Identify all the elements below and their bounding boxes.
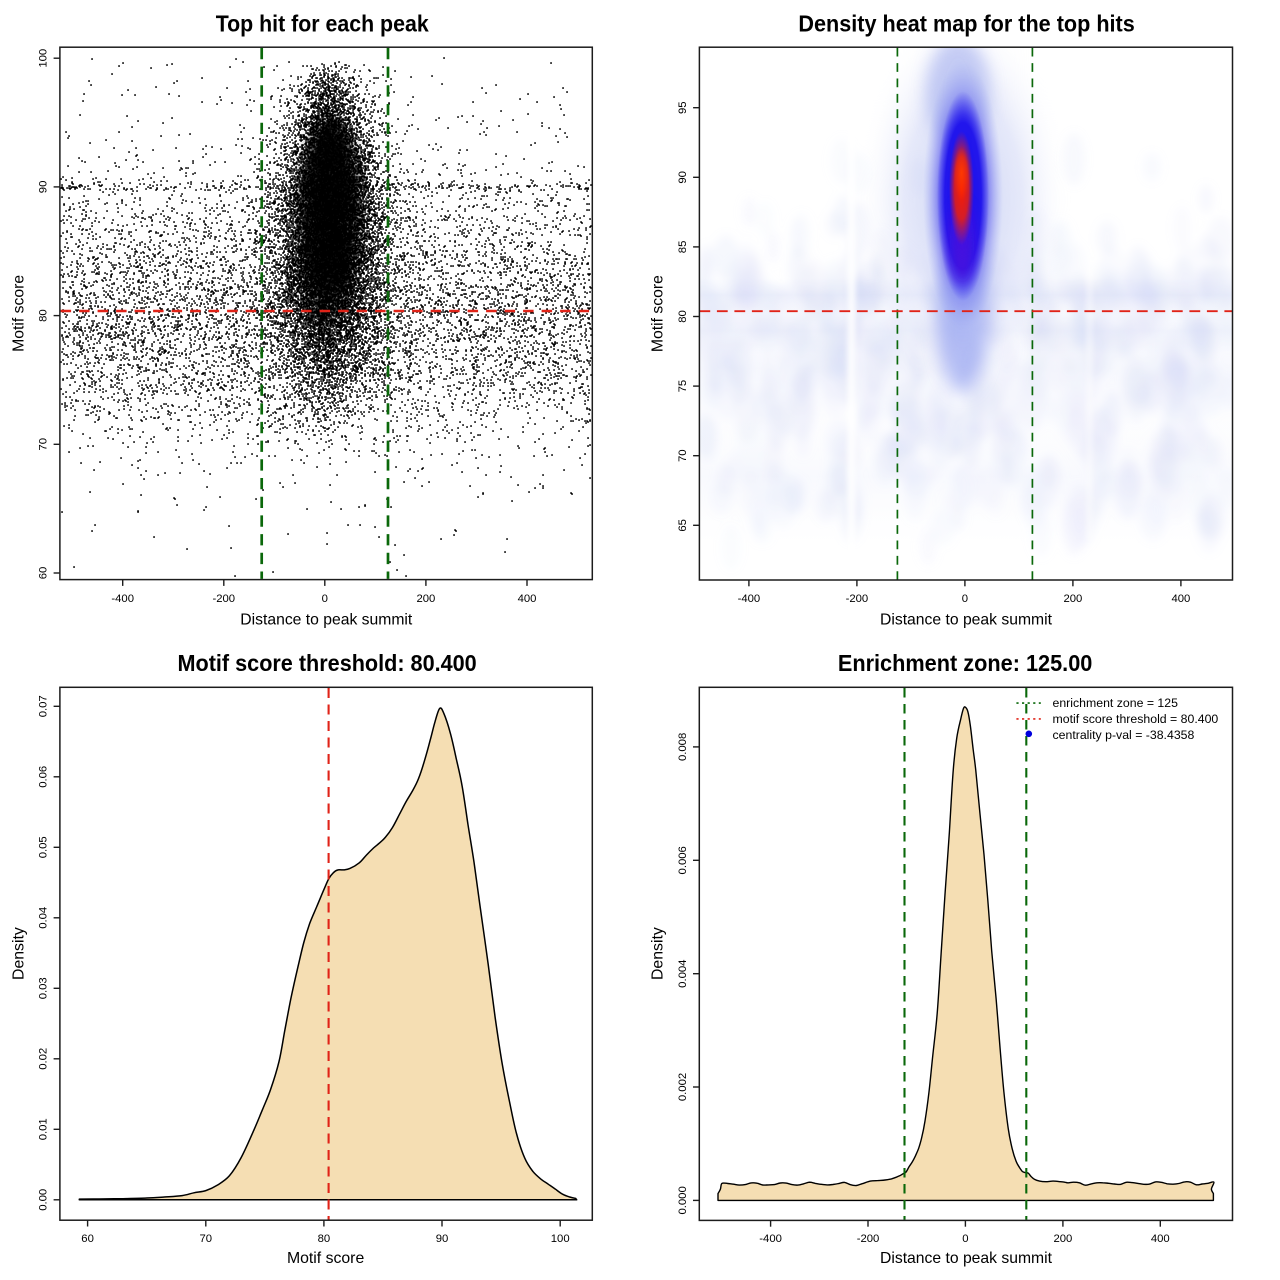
svg-text:70: 70 — [200, 1233, 213, 1245]
svg-text:0.002: 0.002 — [677, 1073, 689, 1101]
svg-text:60: 60 — [81, 1233, 94, 1245]
svg-text:400: 400 — [1151, 1233, 1170, 1245]
svg-text:200: 200 — [416, 593, 435, 605]
svg-text:Motif score: Motif score — [287, 1250, 364, 1267]
svg-text:0.02: 0.02 — [37, 1048, 49, 1070]
svg-text:0.03: 0.03 — [37, 977, 49, 999]
svg-text:-400: -400 — [759, 1233, 782, 1245]
svg-text:80: 80 — [677, 310, 689, 323]
svg-text:100: 100 — [37, 49, 49, 68]
svg-text:400: 400 — [518, 593, 537, 605]
svg-text:Top hit for each peak: Top hit for each peak — [216, 10, 429, 36]
svg-text:0.008: 0.008 — [677, 733, 689, 761]
svg-text:400: 400 — [1171, 593, 1190, 605]
svg-text:60: 60 — [37, 567, 49, 580]
svg-text:100: 100 — [551, 1233, 570, 1245]
svg-text:0.000: 0.000 — [677, 1186, 689, 1214]
svg-text:Motif score: Motif score — [11, 275, 28, 352]
svg-text:0.05: 0.05 — [37, 836, 49, 858]
svg-text:-200: -200 — [846, 593, 869, 605]
svg-text:80: 80 — [37, 309, 49, 322]
svg-text:95: 95 — [677, 101, 689, 114]
svg-text:0.06: 0.06 — [37, 766, 49, 788]
svg-text:75: 75 — [677, 380, 689, 393]
svg-text:80: 80 — [318, 1233, 331, 1245]
svg-text:Enrichment zone: 125.00: Enrichment zone: 125.00 — [838, 650, 1093, 676]
svg-text:-200: -200 — [857, 1233, 880, 1245]
svg-text:0.04: 0.04 — [37, 907, 49, 929]
svg-text:centrality p-val = -38.4358: centrality p-val = -38.4358 — [1053, 728, 1195, 742]
svg-text:0.01: 0.01 — [37, 1118, 49, 1140]
svg-text:70: 70 — [677, 449, 689, 462]
svg-text:0: 0 — [962, 1233, 968, 1245]
svg-text:Distance to peak summit: Distance to peak summit — [880, 1250, 1053, 1267]
svg-text:enrichment zone = 125: enrichment zone = 125 — [1053, 696, 1179, 710]
svg-text:motif score threshold = 80.400: motif score threshold = 80.400 — [1053, 712, 1219, 726]
svg-text:Density: Density — [11, 927, 28, 980]
svg-text:Density heat map for the top h: Density heat map for the top hits — [798, 10, 1134, 36]
svg-text:85: 85 — [677, 241, 689, 254]
svg-text:Motif score: Motif score — [649, 275, 666, 352]
svg-text:Distance to peak summit: Distance to peak summit — [880, 612, 1053, 629]
svg-text:0.004: 0.004 — [677, 960, 689, 988]
svg-text:90: 90 — [436, 1233, 449, 1245]
svg-text:200: 200 — [1053, 1233, 1072, 1245]
svg-text:0: 0 — [322, 593, 328, 605]
svg-text:Motif score threshold: 80.400: Motif score threshold: 80.400 — [178, 650, 477, 676]
svg-text:Distance to peak summit: Distance to peak summit — [240, 612, 413, 629]
svg-text:0: 0 — [962, 593, 968, 605]
svg-text:90: 90 — [677, 171, 689, 184]
svg-text:0.006: 0.006 — [677, 846, 689, 874]
svg-text:-200: -200 — [212, 593, 235, 605]
svg-text:70: 70 — [37, 438, 49, 451]
svg-text:200: 200 — [1063, 593, 1082, 605]
svg-text:Density: Density — [649, 927, 666, 980]
svg-text:0.00: 0.00 — [37, 1189, 49, 1211]
svg-text:65: 65 — [677, 519, 689, 532]
svg-text:90: 90 — [37, 181, 49, 194]
svg-text:-400: -400 — [111, 593, 134, 605]
svg-text:0.07: 0.07 — [37, 695, 49, 717]
svg-text:-400: -400 — [738, 593, 761, 605]
